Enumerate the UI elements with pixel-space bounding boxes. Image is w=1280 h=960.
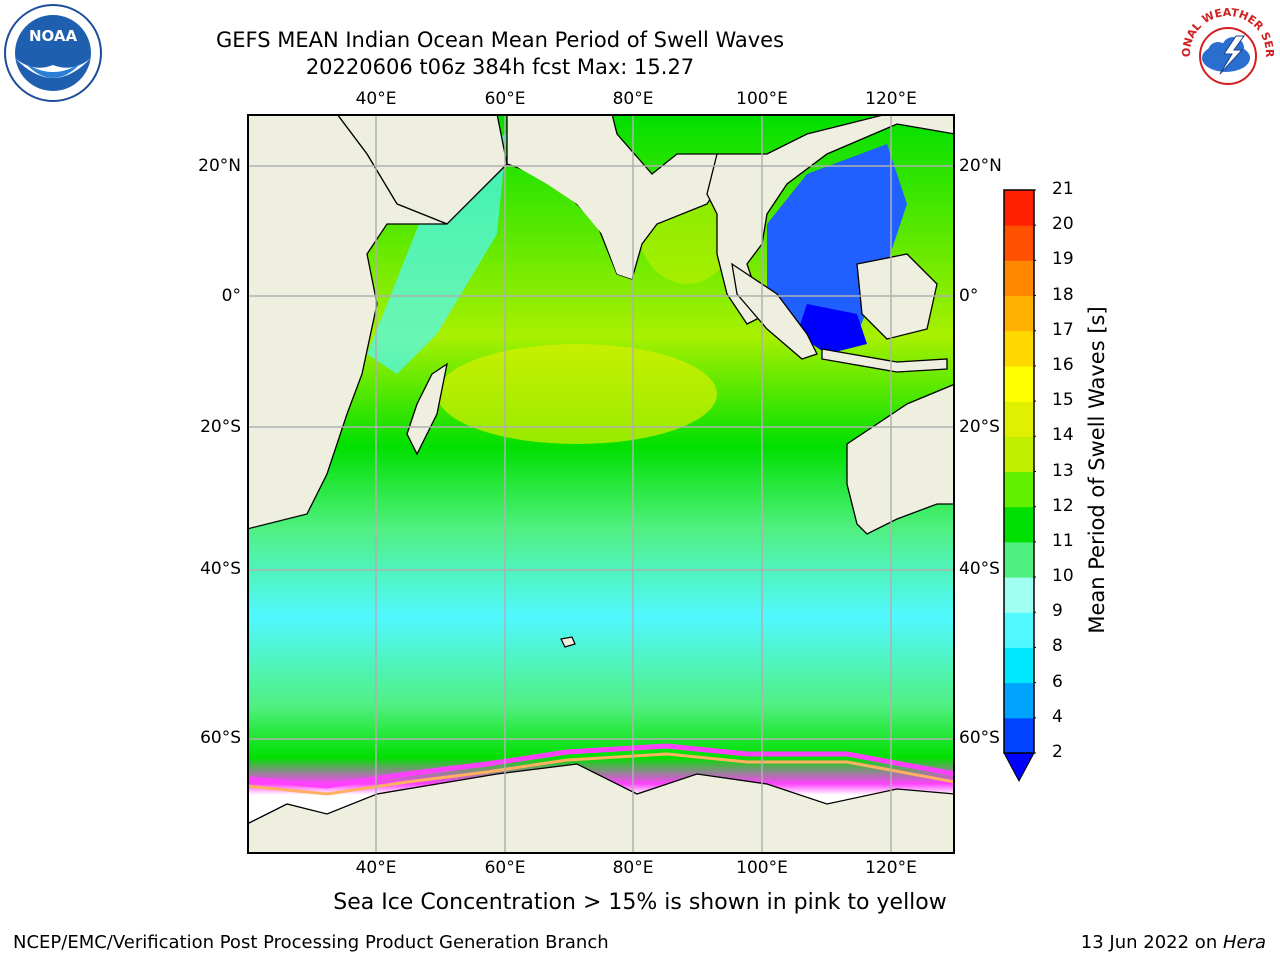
footer-host: Hera <box>1222 932 1266 953</box>
colorbar-bin <box>1004 682 1034 719</box>
sea-ice-edge <box>246 743 956 789</box>
lat-tick-right: 20°N <box>959 156 1002 176</box>
lon-tick-top: 80°E <box>612 89 654 109</box>
colorbar-tick: 11 <box>1052 530 1074 551</box>
colorbar-label: Mean Period of Swell Waves [s] <box>1085 306 1109 634</box>
lon-tick-bottom: 60°E <box>484 858 526 878</box>
nws-logo: NATIONAL WEATHER SERVICE <box>1173 0 1278 102</box>
chart-subtitle: 20220606 t06z 384h fcst Max: 15.27 <box>305 55 695 79</box>
colorbar-tick: 19 <box>1052 249 1074 270</box>
colorbar-bin <box>1004 401 1034 437</box>
colorbar-bin <box>1004 225 1034 261</box>
lat-tick-left: 40°S <box>200 559 241 579</box>
australia-land <box>846 383 956 535</box>
colorbar-bin <box>1004 647 1034 684</box>
lat-tick-left: 60°S <box>200 728 241 748</box>
footer-date-text: 13 Jun 2022 on <box>1080 932 1223 953</box>
lon-tick-top: 120°E <box>865 89 917 109</box>
colorbar-bin <box>1004 612 1034 648</box>
footer-branch: NCEP/EMC/Verification Post Processing Pr… <box>13 932 609 953</box>
colorbar-tick: 21 <box>1052 179 1074 199</box>
colorbar-tick: 20 <box>1052 214 1074 235</box>
lat-tick-right: 60°S <box>959 728 1000 748</box>
lat-tick-left: 20°N <box>198 156 241 176</box>
colorbar-tick: 16 <box>1052 354 1074 375</box>
colorbar-bin <box>1004 330 1034 367</box>
colorbar-tick: 17 <box>1052 319 1074 340</box>
lon-tick-top: 60°E <box>484 89 526 109</box>
colorbar-tick: 2 <box>1052 742 1063 762</box>
noaa-logo: NOAA <box>3 3 103 103</box>
colorbar <box>1002 188 1040 784</box>
colorbar-tick: 6 <box>1052 671 1063 692</box>
lon-tick-bottom: 80°E <box>612 858 654 878</box>
chart-title: GEFS MEAN Indian Ocean Mean Period of Sw… <box>215 28 785 52</box>
sea-ice-annotation: Sea Ice Concentration > 15% is shown in … <box>333 890 947 915</box>
lon-tick-bottom: 100°E <box>736 858 788 878</box>
colorbar-tick: 15 <box>1052 390 1074 411</box>
colorbar-extend <box>1003 752 1035 783</box>
africa-land <box>246 113 448 530</box>
colorbar-bin <box>1004 717 1034 754</box>
colorbar-bin <box>1004 190 1034 226</box>
colorbar-bin <box>1004 471 1034 508</box>
colorbar-bin <box>1004 541 1034 578</box>
colorbar-bin <box>1004 365 1034 402</box>
madagascar-land <box>406 362 448 456</box>
colorbar-bin <box>1004 577 1034 613</box>
colorbar-tick: 10 <box>1052 566 1074 587</box>
colorbar-tick: 18 <box>1052 284 1074 305</box>
lon-tick-bottom: 120°E <box>865 858 917 878</box>
colorbar-tick: 4 <box>1052 706 1063 727</box>
colorbar-bin <box>1004 295 1034 332</box>
lat-tick-right: 0° <box>959 286 979 306</box>
lat-tick-right: 20°S <box>959 417 1000 437</box>
lat-tick-right: 40°S <box>959 559 1000 579</box>
map-panel <box>246 113 956 855</box>
footer-date: 13 Jun 2022 on Hera <box>1081 932 1266 953</box>
colorbar-tick: 14 <box>1052 425 1074 446</box>
graticule <box>247 114 955 854</box>
colorbar-tick: 8 <box>1052 636 1063 657</box>
colorbar-tick: 9 <box>1052 601 1063 622</box>
lat-tick-left: 0° <box>221 286 241 306</box>
colorbar-bin <box>1004 260 1034 297</box>
colorbar-bin <box>1004 436 1034 472</box>
lon-tick-top: 100°E <box>736 89 788 109</box>
lat-tick-left: 20°S <box>200 417 241 437</box>
colorbar-tick: 13 <box>1052 460 1074 481</box>
noaa-logo-text: NOAA <box>29 27 78 45</box>
lon-tick-top: 40°E <box>355 89 397 109</box>
colorbar-bin <box>1004 506 1034 543</box>
lon-tick-bottom: 40°E <box>355 858 397 878</box>
colorbar-tick: 12 <box>1052 495 1074 516</box>
